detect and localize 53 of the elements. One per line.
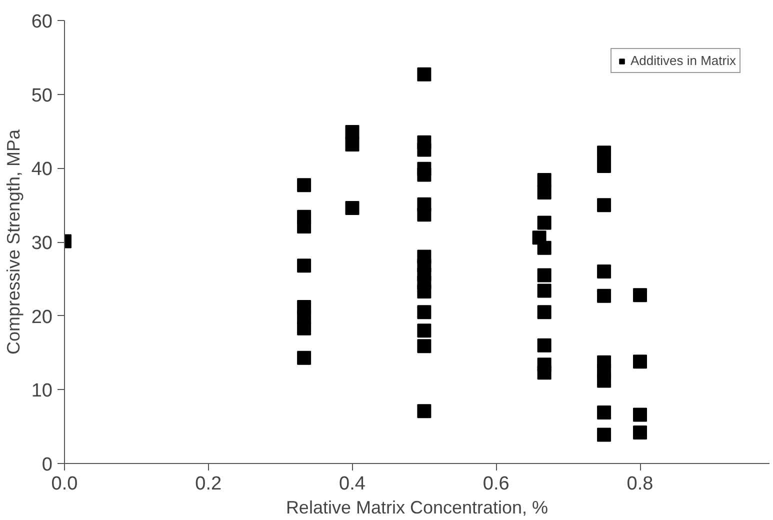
y-tick-label: 30 — [31, 233, 53, 254]
point — [597, 264, 612, 279]
y-tick-label: 40 — [31, 159, 53, 180]
point — [537, 284, 552, 298]
x-tick-label: 0.0 — [51, 474, 78, 494]
y-tick-label: 60 — [31, 12, 53, 32]
point — [297, 219, 312, 234]
x-tick-label: 0.4 — [339, 474, 366, 494]
point — [417, 142, 432, 157]
point — [633, 354, 648, 369]
point — [597, 288, 612, 303]
point — [537, 216, 552, 230]
point — [597, 158, 612, 173]
point — [537, 366, 552, 380]
point — [633, 425, 648, 440]
y-tick-label: 0 — [42, 454, 53, 476]
point — [345, 201, 360, 216]
point — [417, 305, 432, 320]
point — [417, 168, 432, 182]
point — [417, 284, 432, 298]
x-tick-label: 0.2 — [195, 474, 222, 494]
point — [417, 404, 432, 418]
point — [633, 288, 648, 302]
point — [537, 338, 552, 352]
point — [597, 146, 612, 160]
point — [417, 67, 432, 82]
point — [597, 406, 612, 420]
y-axis-title: Compressive Strength, MPa — [3, 128, 24, 355]
point — [537, 305, 552, 320]
x-tick-label: 0.8 — [626, 474, 654, 494]
point — [297, 350, 312, 365]
point — [537, 186, 552, 200]
point — [297, 321, 312, 336]
point — [537, 268, 552, 282]
point — [597, 198, 612, 212]
point — [597, 374, 612, 388]
point — [417, 208, 432, 222]
y-tick-label: 20 — [31, 306, 53, 328]
point — [537, 240, 552, 255]
point — [597, 428, 612, 442]
point — [417, 339, 432, 354]
legend-label: Additives in Matrix — [630, 53, 736, 68]
point — [345, 124, 360, 139]
x-tick-label: 0.6 — [482, 474, 510, 494]
y-tick-label: 10 — [31, 380, 53, 402]
y-tick-label: 50 — [31, 85, 53, 106]
point — [297, 178, 312, 192]
point — [297, 258, 312, 273]
point — [633, 408, 648, 422]
point — [345, 138, 360, 152]
point — [417, 324, 432, 338]
point — [537, 172, 552, 187]
x-axis-title: Relative Matrix Concentration, % — [286, 498, 548, 518]
